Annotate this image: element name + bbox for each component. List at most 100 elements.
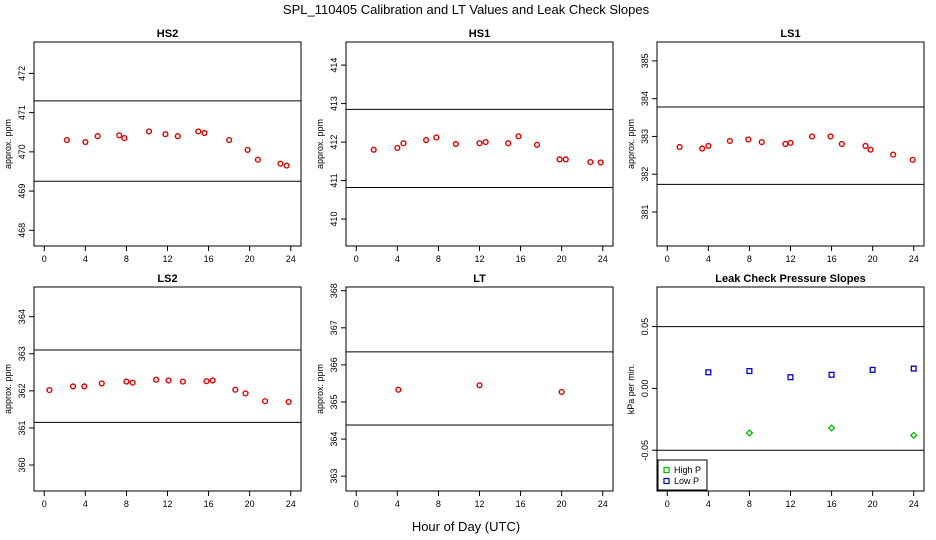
x-tick-label: 0	[354, 254, 359, 264]
data-point	[699, 145, 706, 152]
figure-x-axis-label: Hour of Day (UTC)	[412, 519, 520, 534]
panel-title: HS1	[469, 28, 490, 40]
data-point	[244, 146, 251, 153]
data-point-high-p	[827, 424, 836, 432]
plot-frame	[33, 41, 302, 247]
data-point	[201, 129, 208, 137]
y-tick-label: 469	[17, 184, 27, 199]
data-point	[423, 137, 430, 144]
data-point	[277, 160, 284, 167]
x-tick-label: 0	[42, 254, 47, 264]
x-tick-label: 8	[124, 499, 129, 509]
x-tick-label: 8	[436, 499, 441, 509]
data-point	[515, 133, 522, 140]
data-point	[46, 387, 53, 394]
legend-box	[657, 459, 708, 491]
x-tick-label: 24	[598, 254, 608, 264]
data-point	[285, 398, 292, 406]
x-tick-label: 0	[42, 499, 47, 509]
y-tick-label: 361	[17, 420, 27, 435]
data-point	[838, 140, 845, 148]
data-point	[232, 386, 239, 393]
legend-swatch	[663, 466, 670, 474]
data-point	[174, 133, 181, 140]
y-tick-label: 412	[329, 135, 339, 150]
y-axis-label: approx. ppm	[315, 364, 325, 414]
y-tick-label: 368	[329, 283, 339, 298]
data-point	[165, 377, 172, 384]
x-tick-label: 12	[474, 499, 484, 509]
data-point-high-p	[745, 429, 754, 437]
x-tick-label: 24	[598, 499, 608, 509]
data-point	[452, 140, 459, 148]
x-tick-label: 8	[124, 254, 129, 264]
data-point	[209, 377, 216, 384]
data-point	[909, 156, 916, 163]
figure-title: SPL_110405 Calibration and LT Values and…	[283, 2, 650, 17]
x-tick-label: 12	[785, 499, 795, 509]
data-point	[482, 138, 489, 146]
x-tick-label: 16	[827, 499, 837, 509]
data-point	[394, 144, 401, 151]
y-axis-label: approx. ppm	[3, 364, 13, 414]
data-point	[81, 383, 88, 390]
y-tick-label: 362	[17, 383, 27, 398]
data-point	[782, 140, 789, 148]
x-tick-label: 20	[868, 499, 878, 509]
data-point	[242, 390, 249, 397]
data-point	[179, 378, 187, 385]
data-point	[116, 132, 123, 139]
x-tick-label: 20	[245, 499, 255, 509]
y-tick-label: 367	[329, 320, 339, 335]
y-tick-label: 385	[640, 53, 650, 68]
data-point	[890, 151, 897, 158]
y-tick-label: 364	[329, 432, 339, 447]
x-tick-label: 0	[665, 254, 670, 264]
x-tick-label: 20	[557, 499, 567, 509]
x-tick-label: 24	[909, 254, 919, 264]
data-point-high-p	[909, 431, 918, 440]
x-tick-label: 16	[204, 499, 214, 509]
data-point	[597, 159, 604, 166]
y-tick-label: 0.05	[640, 318, 650, 336]
panel-4: LT 0 4 8 12 16 20 24 363 364 365 366 367 368 approx. p…	[315, 273, 614, 509]
y-tick-label: 381	[640, 204, 650, 219]
data-point	[121, 135, 128, 142]
x-tick-label: 0	[665, 499, 670, 509]
y-tick-label: 0.00	[640, 380, 650, 398]
y-tick-label: 472	[17, 66, 27, 81]
x-tick-label: 12	[162, 499, 172, 509]
x-tick-label: 24	[286, 254, 296, 264]
y-tick-label: 363	[17, 346, 27, 361]
data-point	[400, 140, 407, 147]
y-tick-label: 468	[17, 223, 27, 238]
x-tick-label: 24	[909, 499, 919, 509]
x-tick-label: 16	[516, 254, 526, 264]
data-point	[254, 156, 261, 163]
y-tick-label: -0.05	[640, 440, 650, 461]
data-point	[226, 136, 233, 144]
y-axis-label: approx. ppm	[3, 119, 13, 169]
data-point	[787, 139, 794, 146]
data-point	[705, 142, 712, 149]
data-point	[94, 133, 101, 140]
data-point	[533, 141, 541, 148]
data-point	[123, 378, 130, 385]
data-point	[195, 128, 202, 135]
x-tick-label: 16	[827, 254, 837, 264]
y-tick-label: 360	[17, 458, 27, 473]
plot-frame	[345, 41, 614, 247]
legend-swatch	[663, 477, 670, 485]
data-point-low-p	[869, 366, 876, 373]
data-point-low-p	[910, 365, 917, 372]
data-point	[395, 386, 402, 393]
data-point	[827, 133, 834, 140]
data-point-low-p	[828, 371, 835, 378]
data-point	[558, 388, 565, 396]
data-point	[261, 398, 269, 405]
data-point	[587, 158, 594, 166]
data-point	[556, 156, 563, 163]
x-tick-label: 24	[286, 499, 296, 509]
x-tick-label: 4	[83, 499, 88, 509]
